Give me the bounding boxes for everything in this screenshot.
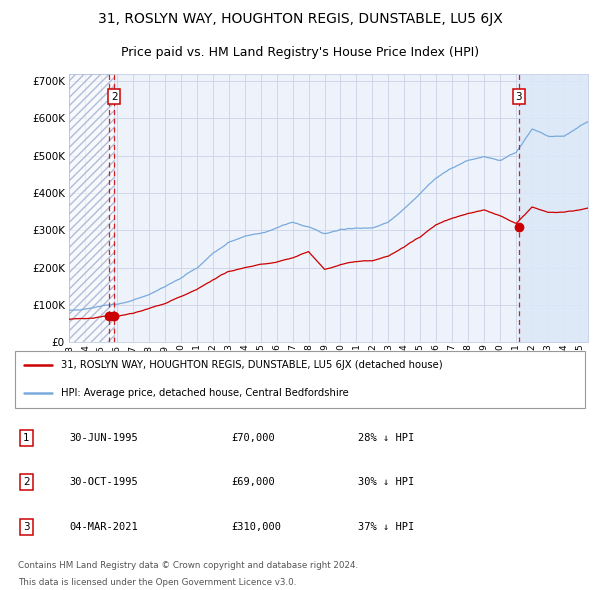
Text: 2: 2 <box>111 91 118 101</box>
Text: 30% ↓ HPI: 30% ↓ HPI <box>358 477 414 487</box>
Text: This data is licensed under the Open Government Licence v3.0.: This data is licensed under the Open Gov… <box>18 578 296 587</box>
Text: 31, ROSLYN WAY, HOUGHTON REGIS, DUNSTABLE, LU5 6JX (detached house): 31, ROSLYN WAY, HOUGHTON REGIS, DUNSTABL… <box>61 360 443 370</box>
Text: 1: 1 <box>23 433 30 443</box>
FancyBboxPatch shape <box>15 350 585 408</box>
Text: 31, ROSLYN WAY, HOUGHTON REGIS, DUNSTABLE, LU5 6JX: 31, ROSLYN WAY, HOUGHTON REGIS, DUNSTABL… <box>98 12 502 26</box>
Text: 30-JUN-1995: 30-JUN-1995 <box>70 433 139 443</box>
Text: 37% ↓ HPI: 37% ↓ HPI <box>358 522 414 532</box>
Text: Contains HM Land Registry data © Crown copyright and database right 2024.: Contains HM Land Registry data © Crown c… <box>18 560 358 569</box>
Text: HPI: Average price, detached house, Central Bedfordshire: HPI: Average price, detached house, Cent… <box>61 388 349 398</box>
Text: £69,000: £69,000 <box>231 477 275 487</box>
Text: Price paid vs. HM Land Registry's House Price Index (HPI): Price paid vs. HM Land Registry's House … <box>121 47 479 60</box>
Text: 28% ↓ HPI: 28% ↓ HPI <box>358 433 414 443</box>
Text: 3: 3 <box>515 91 522 101</box>
Text: £70,000: £70,000 <box>231 433 275 443</box>
Text: 3: 3 <box>23 522 30 532</box>
Text: 2: 2 <box>23 477 30 487</box>
Text: £310,000: £310,000 <box>231 522 281 532</box>
Text: 30-OCT-1995: 30-OCT-1995 <box>70 477 139 487</box>
Text: 04-MAR-2021: 04-MAR-2021 <box>70 522 139 532</box>
